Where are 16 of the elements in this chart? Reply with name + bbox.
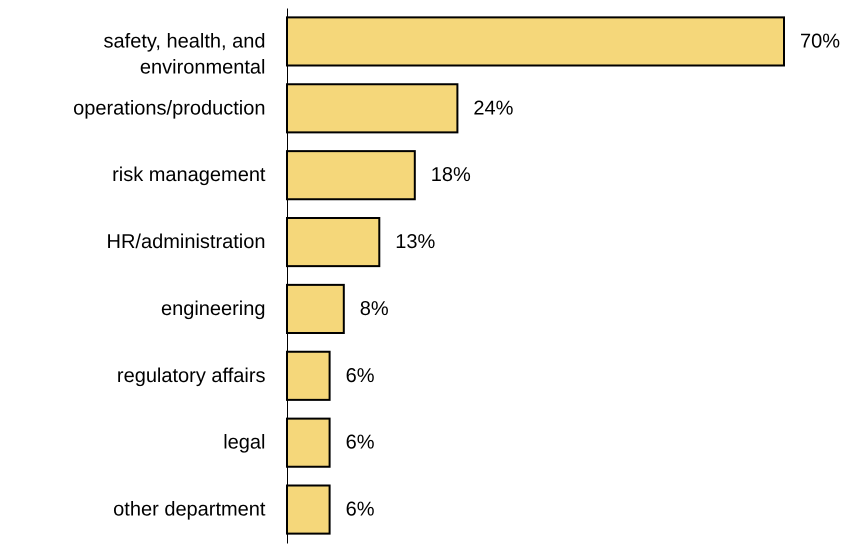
- data-label: 24%: [473, 97, 514, 120]
- data-label: 6%: [346, 432, 375, 454]
- y-tick-label: other department: [113, 498, 266, 521]
- y-tick-label: operations/production: [73, 97, 266, 120]
- y-tick-label: engineering: [160, 298, 266, 320]
- data-label: 6%: [346, 364, 375, 387]
- data-label: 13%: [395, 231, 436, 254]
- data-label: 6%: [346, 498, 375, 521]
- data-label: 70%: [800, 30, 840, 52]
- y-tick-label: HR/administration: [106, 231, 266, 254]
- y-tick-label: legal: [223, 432, 266, 454]
- data-label: 18%: [430, 164, 472, 186]
- y-tick-label: risk management: [112, 164, 266, 186]
- y-tick-label: safety, health, and environmental: [104, 30, 266, 78]
- data-label: 8%: [360, 298, 389, 320]
- y-tick-label: regulatory affairs: [116, 364, 266, 387]
